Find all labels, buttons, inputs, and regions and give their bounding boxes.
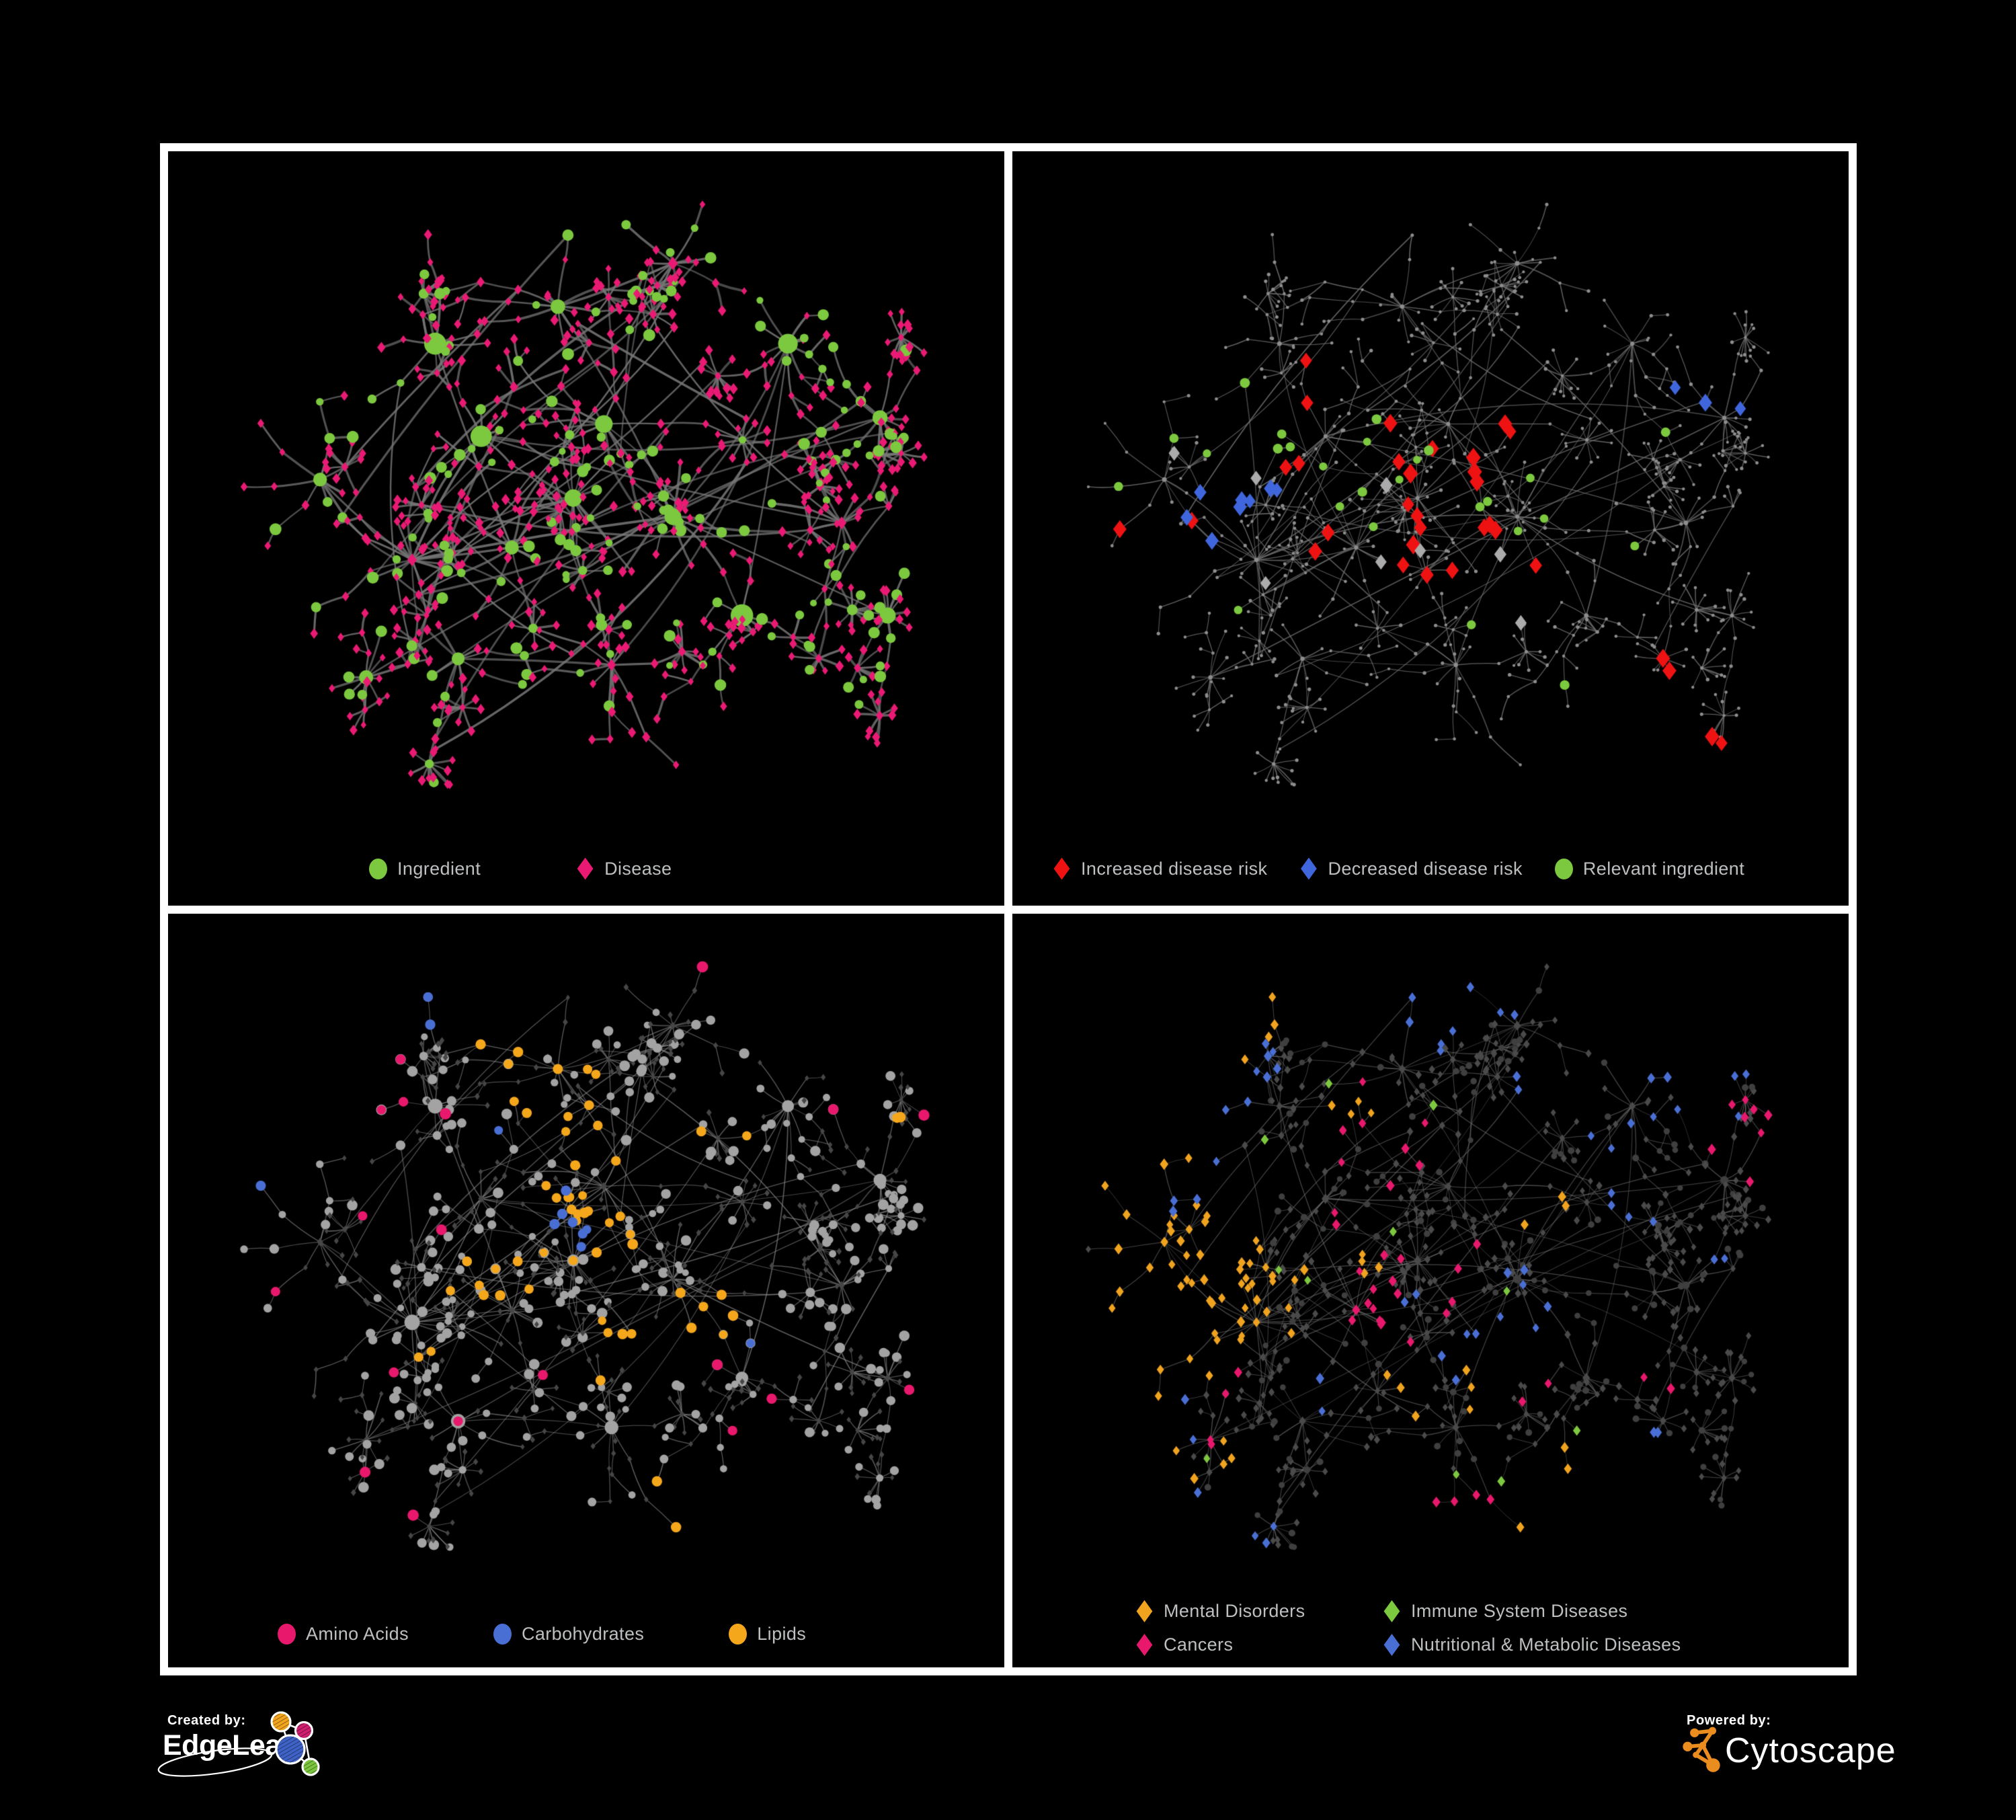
increased-risk-diamond-icon [1053, 857, 1070, 880]
edgeleap-logo-icon [157, 1711, 320, 1777]
legend-disease-categories: Mental Disorders Immune System Diseases … [1135, 1600, 1681, 1656]
legend-item-immune-diseases: Immune System Diseases [1383, 1600, 1681, 1622]
legend-label: Mental Disorders [1164, 1601, 1305, 1621]
four-panel-frame: Ingredient Disease Increased disease ris… [160, 143, 1857, 1675]
legend-item-decreased-risk: Decreased disease risk [1299, 857, 1523, 880]
legend-label: Lipids [757, 1624, 807, 1644]
legend-item-lipids: Lipids [729, 1624, 806, 1645]
legend-macronutrients: Amino Acids Carbohydrates Lipids [278, 1624, 806, 1645]
legend-item-increased-risk: Increased disease risk [1053, 857, 1268, 880]
amino-acids-circle-icon [278, 1624, 296, 1645]
panel-disease-risk: Increased disease risk Decreased disease… [1012, 151, 1849, 906]
immune-diseases-diamond-icon [1383, 1600, 1400, 1622]
decreased-risk-diamond-icon [1301, 857, 1317, 880]
cytoscape-wordmark: Cytoscape [1725, 1731, 1896, 1770]
legend-label: Increased disease risk [1081, 858, 1268, 879]
cytoscape-logo-icon [1683, 1727, 1720, 1772]
legend-item-amino-acids: Amino Acids [278, 1624, 409, 1645]
legend-ingredient-disease: Ingredient Disease [369, 857, 672, 880]
legend-item-disease: Disease [576, 857, 672, 880]
nutritional-metabolic-diamond-icon [1383, 1634, 1400, 1656]
legend-item-cancers: Cancers [1135, 1634, 1383, 1656]
mental-disorders-diamond-icon [1136, 1600, 1153, 1622]
legend-label: Amino Acids [306, 1624, 409, 1644]
disease-diamond-icon [577, 857, 594, 880]
network-ingredient-disease [168, 151, 1004, 906]
cancers-diamond-icon [1136, 1634, 1153, 1656]
legend-label: Decreased disease risk [1328, 858, 1523, 879]
network-disease-risk [1012, 151, 1849, 906]
legend-label: Immune System Diseases [1411, 1601, 1628, 1621]
network-disease-categories [1012, 913, 1849, 1667]
legend-label: Relevant ingredient [1582, 858, 1745, 879]
legend-label: Cancers [1164, 1634, 1234, 1655]
lipids-circle-icon [729, 1624, 748, 1645]
powered-by-label: Powered by: [1687, 1713, 1771, 1728]
legend-label: Ingredient [397, 858, 481, 879]
legend-item-carbohydrates: Carbohydrates [493, 1624, 644, 1645]
legend-disease-risk: Increased disease risk Decreased disease… [1053, 857, 1745, 880]
legend-item-ingredient: Ingredient [369, 858, 481, 879]
legend-label: Carbohydrates [521, 1624, 645, 1644]
legend-item-nutritional-metabolic: Nutritional & Metabolic Diseases [1383, 1634, 1681, 1656]
legend-label: Nutritional & Metabolic Diseases [1411, 1634, 1681, 1655]
panel-macronutrients: Amino Acids Carbohydrates Lipids [168, 913, 1004, 1667]
panel-disease-categories: Mental Disorders Immune System Diseases … [1012, 913, 1849, 1667]
ingredient-circle-icon [369, 858, 387, 879]
network-macronutrients [168, 913, 1004, 1667]
panel-ingredient-disease: Ingredient Disease [168, 151, 1004, 906]
legend-item-mental-disorders: Mental Disorders [1135, 1600, 1383, 1622]
relevant-ingredient-circle-icon [1554, 858, 1573, 879]
carbohydrates-circle-icon [493, 1624, 512, 1645]
legend-item-relevant-ingredient: Relevant ingredient [1554, 858, 1745, 879]
created-by-label: Created by: [167, 1713, 246, 1728]
legend-label: Disease [604, 858, 672, 879]
